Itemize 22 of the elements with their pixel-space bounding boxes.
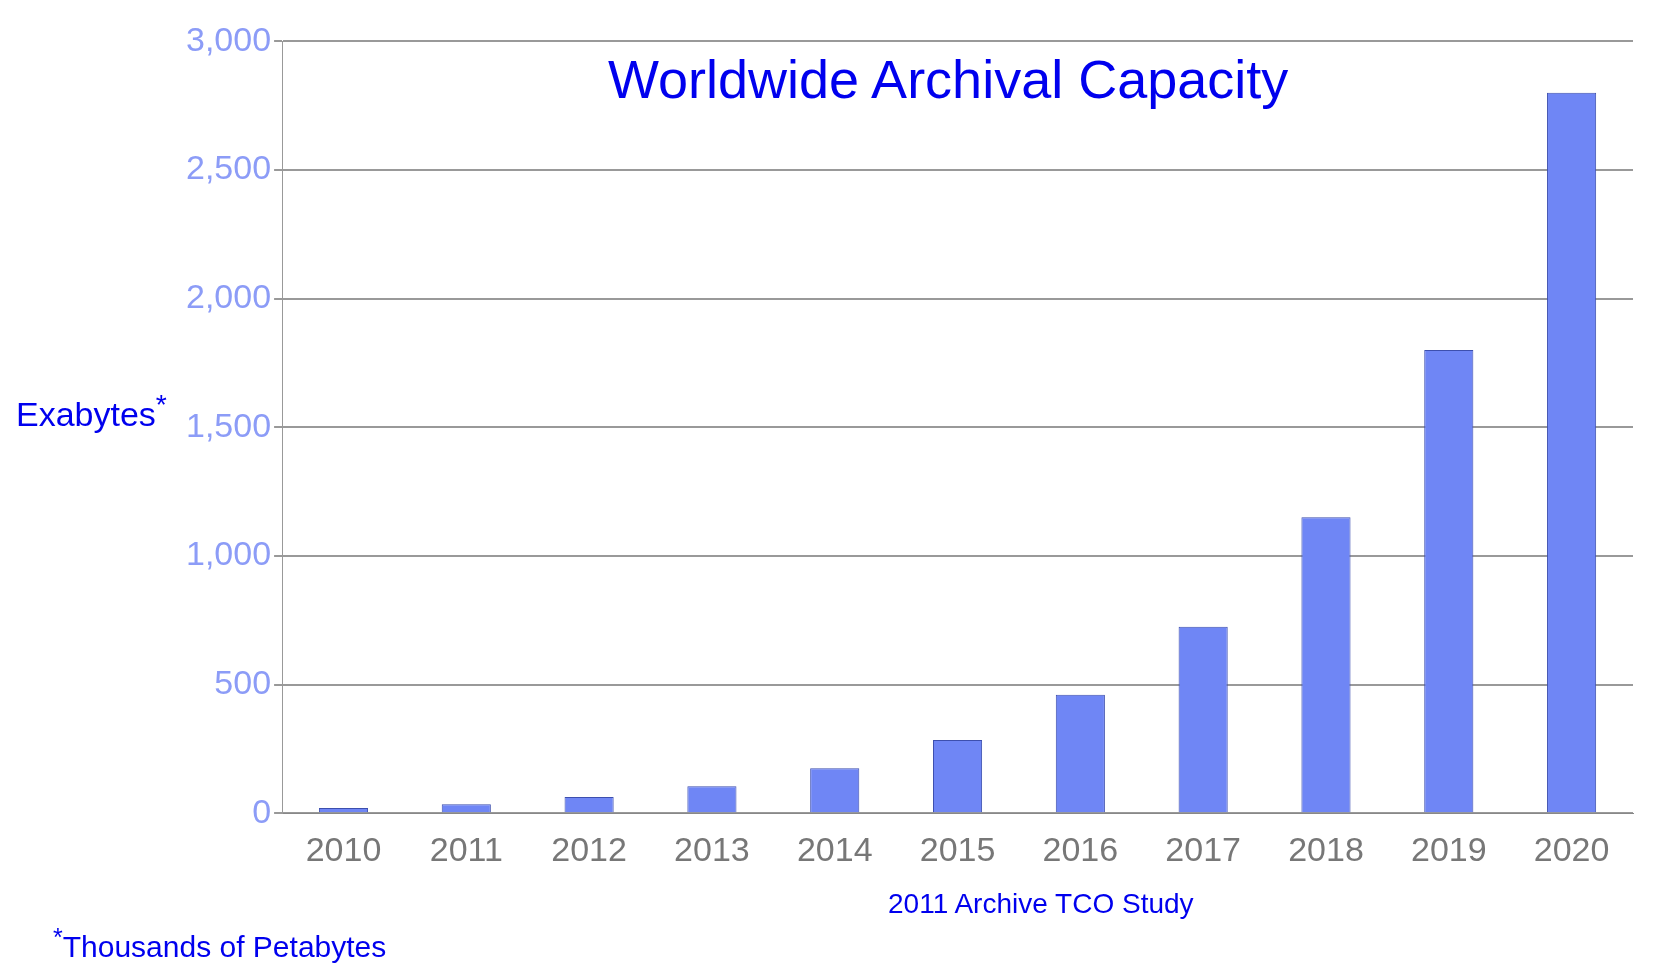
y-tick-label: 0	[252, 791, 272, 830]
x-tick-label: 2013	[674, 829, 750, 868]
y-tick-label: 500	[214, 662, 272, 701]
x-tick-label: 2017	[1165, 829, 1241, 868]
x-tick-label: 2015	[919, 829, 996, 868]
x-tick-label: 2010	[305, 829, 382, 868]
y-axis-title: Exabytes$^{*}$	[16, 388, 167, 435]
y-tick-label: 1,000	[185, 534, 272, 573]
y-tick-label: 1,500	[185, 405, 272, 444]
x-tick-label: 2016	[1042, 829, 1119, 868]
x-tick-label: 2012	[551, 829, 627, 868]
x-tick-label: 2020	[1533, 829, 1610, 868]
x-tick-label: 2014	[796, 829, 873, 868]
y-tick-label: 3,000	[185, 19, 272, 58]
chart-title: Worldwide Archival Capacity	[608, 48, 1289, 110]
x-tick-label: 2019	[1410, 829, 1487, 868]
x-tick-label: 2011	[429, 829, 503, 868]
text: $^{*}$Thousands of Petabytes	[53, 923, 387, 964]
x-tick-label: 2018	[1288, 829, 1364, 868]
text: 2011 Archive TCO Study	[888, 888, 1194, 920]
y-tick-label: 2,500	[185, 148, 272, 187]
y-tick-label: 2,000	[185, 277, 272, 316]
